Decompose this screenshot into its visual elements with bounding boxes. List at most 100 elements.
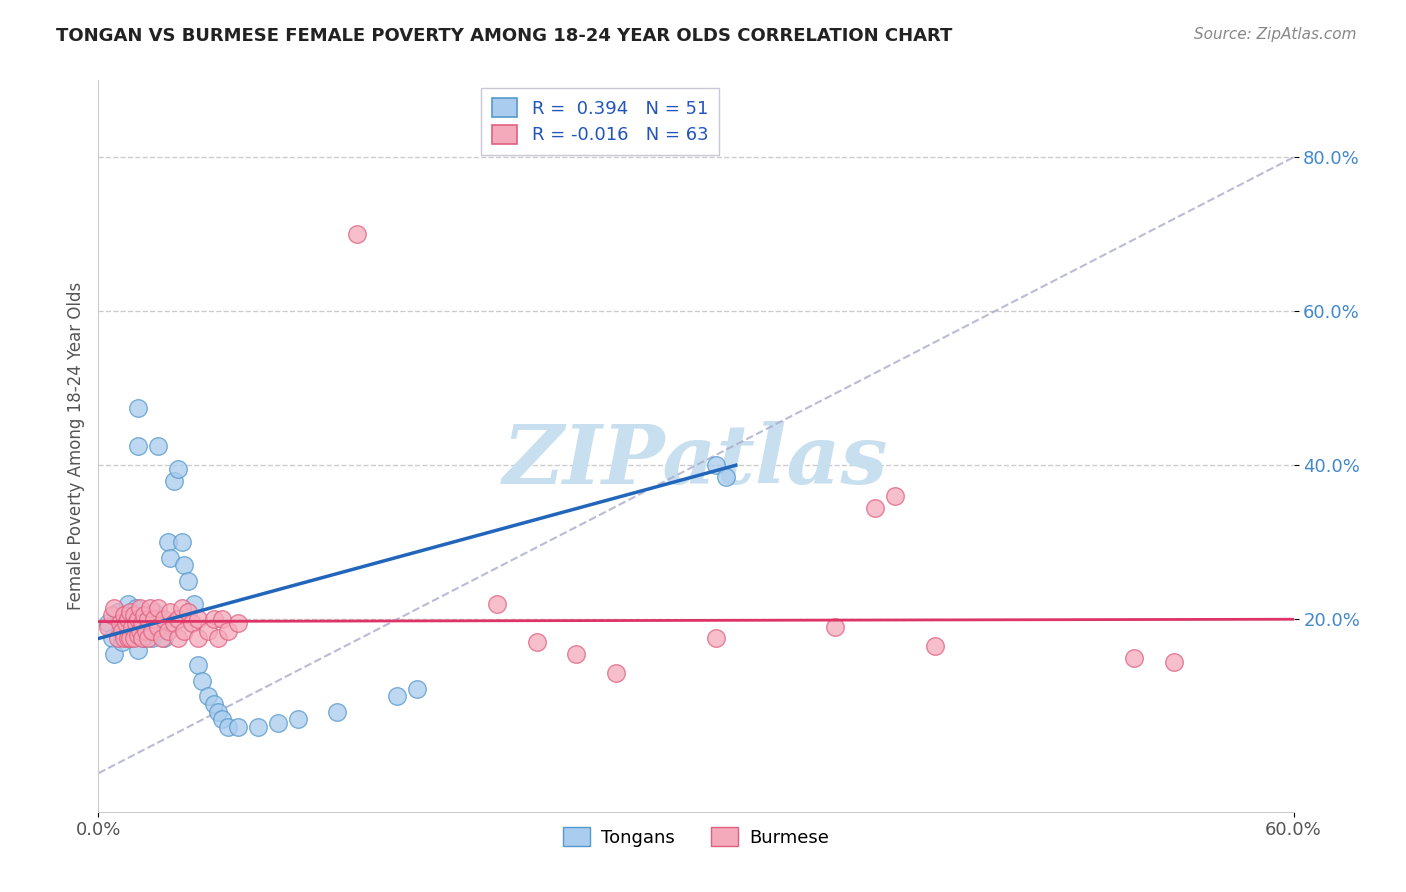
Point bbox=[110, 624, 132, 638]
Point bbox=[135, 624, 157, 638]
Point bbox=[157, 624, 180, 638]
Point bbox=[127, 627, 149, 641]
Text: Source: ZipAtlas.com: Source: ZipAtlas.com bbox=[1194, 27, 1357, 42]
Point bbox=[115, 616, 138, 631]
Point bbox=[207, 632, 229, 646]
Point bbox=[129, 612, 152, 626]
Point bbox=[865, 500, 887, 515]
Point bbox=[159, 605, 181, 619]
Point bbox=[177, 605, 200, 619]
Point bbox=[101, 608, 124, 623]
Point bbox=[197, 690, 219, 704]
Point bbox=[112, 632, 135, 646]
Point bbox=[117, 597, 139, 611]
Point bbox=[110, 616, 132, 631]
Point bbox=[111, 635, 134, 649]
Point bbox=[183, 597, 205, 611]
Point bbox=[134, 608, 156, 623]
Point bbox=[148, 600, 170, 615]
Point bbox=[714, 470, 737, 484]
Point bbox=[127, 439, 149, 453]
Point bbox=[134, 632, 156, 646]
Point bbox=[129, 624, 152, 638]
Point bbox=[187, 658, 209, 673]
Point bbox=[217, 624, 239, 638]
Point bbox=[125, 600, 148, 615]
Point bbox=[112, 608, 135, 623]
Point bbox=[177, 574, 200, 588]
Point bbox=[141, 624, 163, 638]
Point bbox=[406, 681, 429, 696]
Point bbox=[148, 620, 170, 634]
Point bbox=[131, 616, 153, 631]
Point bbox=[173, 558, 195, 573]
Point bbox=[385, 690, 409, 704]
Point bbox=[704, 632, 727, 646]
Point bbox=[605, 666, 627, 681]
Point bbox=[226, 616, 249, 631]
Point bbox=[163, 616, 186, 631]
Point bbox=[136, 620, 159, 634]
Point bbox=[217, 720, 239, 734]
Point bbox=[136, 612, 159, 626]
Point bbox=[207, 705, 229, 719]
Point bbox=[120, 605, 142, 619]
Point bbox=[150, 632, 173, 646]
Point bbox=[131, 632, 153, 646]
Point bbox=[704, 458, 727, 473]
Point bbox=[172, 535, 194, 549]
Point bbox=[103, 647, 125, 661]
Point bbox=[153, 632, 176, 646]
Point bbox=[103, 600, 125, 615]
Point bbox=[159, 550, 181, 565]
Point bbox=[129, 600, 152, 615]
Point bbox=[526, 635, 548, 649]
Point bbox=[131, 624, 153, 638]
Point bbox=[121, 620, 143, 634]
Point bbox=[211, 612, 233, 626]
Point bbox=[924, 639, 946, 653]
Point bbox=[197, 624, 219, 638]
Point bbox=[124, 632, 146, 646]
Point bbox=[246, 720, 269, 734]
Point bbox=[107, 605, 129, 619]
Point bbox=[187, 612, 209, 626]
Point bbox=[157, 535, 180, 549]
Point bbox=[187, 632, 209, 646]
Point bbox=[1163, 655, 1185, 669]
Point bbox=[346, 227, 368, 242]
Point bbox=[824, 620, 846, 634]
Text: ZIPatlas: ZIPatlas bbox=[503, 421, 889, 500]
Point bbox=[191, 673, 214, 688]
Point bbox=[141, 632, 163, 646]
Point bbox=[101, 632, 124, 646]
Point bbox=[163, 474, 186, 488]
Point bbox=[125, 616, 148, 631]
Point bbox=[127, 401, 149, 415]
Point bbox=[139, 600, 162, 615]
Point bbox=[884, 489, 907, 503]
Point bbox=[136, 608, 159, 623]
Point bbox=[167, 462, 190, 476]
Point bbox=[148, 439, 170, 453]
Point bbox=[202, 697, 225, 711]
Point bbox=[202, 612, 225, 626]
Point bbox=[211, 712, 233, 726]
Point bbox=[148, 624, 170, 638]
Point bbox=[143, 605, 166, 619]
Point bbox=[153, 612, 176, 626]
Point bbox=[117, 627, 139, 641]
Point bbox=[326, 705, 349, 719]
Point bbox=[485, 597, 508, 611]
Point bbox=[127, 612, 149, 626]
Point bbox=[181, 616, 204, 631]
Point bbox=[117, 612, 139, 626]
Point bbox=[1123, 650, 1146, 665]
Point bbox=[120, 632, 142, 646]
Point bbox=[97, 616, 120, 631]
Y-axis label: Female Poverty Among 18-24 Year Olds: Female Poverty Among 18-24 Year Olds bbox=[66, 282, 84, 610]
Point bbox=[143, 612, 166, 626]
Point bbox=[167, 612, 190, 626]
Point bbox=[124, 616, 146, 631]
Point bbox=[112, 612, 135, 626]
